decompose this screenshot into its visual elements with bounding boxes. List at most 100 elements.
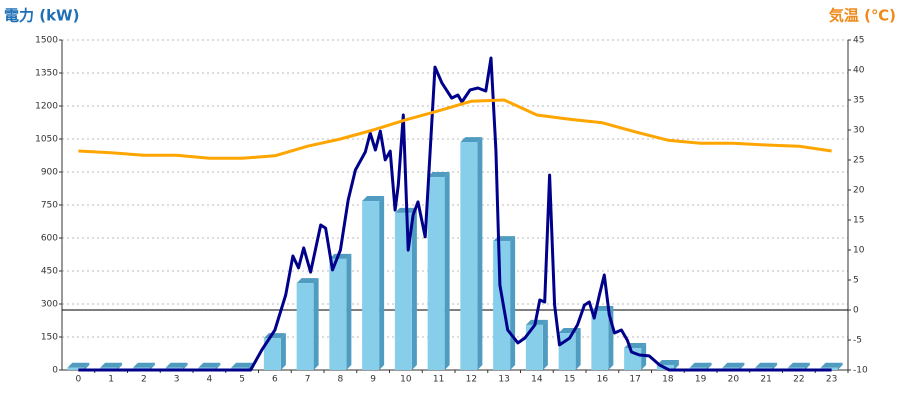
y2-tick-label: -10 (853, 366, 868, 376)
y2-tick-label: 5 (853, 276, 859, 286)
bar (427, 177, 445, 370)
x-tick-label: 8 (338, 375, 344, 385)
x-tick-label: 2 (141, 375, 147, 385)
x-tick-label: 3 (174, 375, 180, 385)
y-tick-label: 450 (41, 267, 58, 277)
bar-side (477, 137, 483, 370)
bar-top (329, 253, 352, 259)
y2-tick-label: 0 (853, 306, 859, 316)
bar-top (755, 362, 778, 368)
bar-side (117, 362, 123, 370)
bar-side (149, 362, 155, 370)
x-tick-label: 15 (564, 375, 575, 385)
bar (591, 311, 609, 370)
bar-top (296, 278, 319, 284)
bar (525, 324, 543, 370)
y-tick-label: 750 (41, 201, 58, 211)
bar-top (132, 362, 155, 368)
bar-top (231, 362, 254, 368)
bar-top (165, 362, 188, 368)
bar-side (575, 328, 581, 370)
bar-side (739, 362, 745, 370)
x-tick-label: 22 (793, 375, 804, 385)
x-tick-label: 20 (728, 375, 740, 385)
x-tick-label: 19 (695, 375, 707, 385)
y-tick-label: 900 (41, 168, 58, 178)
x-tick-label: 17 (629, 375, 640, 385)
y2-axis-title: 気温 (℃) (829, 7, 896, 25)
x-tick-label: 13 (498, 375, 509, 385)
bar-side (313, 278, 319, 370)
x-tick-label: 12 (466, 375, 477, 385)
y-tick-label: 1200 (35, 102, 58, 112)
bar (67, 367, 85, 370)
bar-top (787, 362, 810, 368)
bar-side (215, 362, 221, 370)
bar-side (804, 362, 810, 370)
x-tick-label: 10 (400, 375, 412, 385)
bar-side (84, 362, 90, 370)
bar-top (689, 362, 712, 368)
y-tick-label: 1350 (35, 69, 58, 79)
bar (493, 241, 511, 370)
x-tick-label: 7 (305, 375, 311, 385)
bar-top (656, 359, 679, 365)
x-tick-label: 5 (239, 375, 245, 385)
x-tick-label: 21 (760, 375, 771, 385)
x-tick-label: 14 (531, 375, 543, 385)
y2-tick-label: 35 (853, 96, 864, 106)
y-tick-label: 150 (41, 333, 58, 343)
bar-top (722, 362, 745, 368)
bar-side (182, 362, 188, 370)
x-tick-label: 11 (433, 375, 444, 385)
bar (263, 338, 281, 370)
y-tick-label: 1500 (35, 36, 58, 46)
y2-tick-label: 45 (853, 36, 864, 46)
bar-side (542, 319, 548, 370)
bar-side (772, 362, 778, 370)
power-line (78, 56, 832, 372)
x-tick-label: 0 (76, 375, 82, 385)
bar-side (411, 207, 417, 370)
y-axis-title: 電力 (kW) (4, 7, 79, 25)
bar-top (460, 137, 483, 143)
y2-tick-label: 20 (853, 186, 865, 196)
bar-side (673, 359, 679, 370)
y-tick-label: 1050 (35, 135, 58, 145)
bar (460, 142, 478, 370)
y2-tick-label: 25 (853, 156, 864, 166)
y-tick-label: 0 (52, 366, 58, 376)
x-tick-label: 9 (370, 375, 376, 385)
x-tick-label: 6 (272, 375, 278, 385)
bar-side (346, 253, 352, 370)
x-tick-label: 23 (826, 375, 837, 385)
bar (296, 283, 314, 370)
bar-side (379, 196, 385, 370)
bar-top (198, 362, 221, 368)
bar-top (362, 196, 385, 202)
y2-tick-label: 15 (853, 216, 864, 226)
y-tick-label: 600 (41, 234, 58, 244)
bar-side (248, 362, 254, 370)
bar-top (67, 362, 90, 368)
bar-top (100, 362, 123, 368)
y2-tick-label: 40 (853, 66, 865, 76)
bar-side (280, 333, 286, 370)
bar-side (444, 172, 450, 370)
x-tick-label: 18 (662, 375, 674, 385)
bar (329, 258, 347, 370)
bar-top (820, 362, 843, 368)
x-tick-label: 1 (108, 375, 114, 385)
x-tick-label: 4 (207, 375, 213, 385)
bar-side (706, 362, 712, 370)
bar (394, 212, 412, 370)
bar (362, 201, 380, 370)
temperature-line (78, 98, 832, 160)
y2-tick-label: -5 (853, 336, 862, 346)
bar-top (427, 172, 450, 178)
y2-tick-label: 10 (853, 246, 865, 256)
bar-side (837, 362, 843, 370)
y-tick-label: 300 (41, 300, 58, 310)
y2-tick-label: 30 (853, 126, 865, 136)
